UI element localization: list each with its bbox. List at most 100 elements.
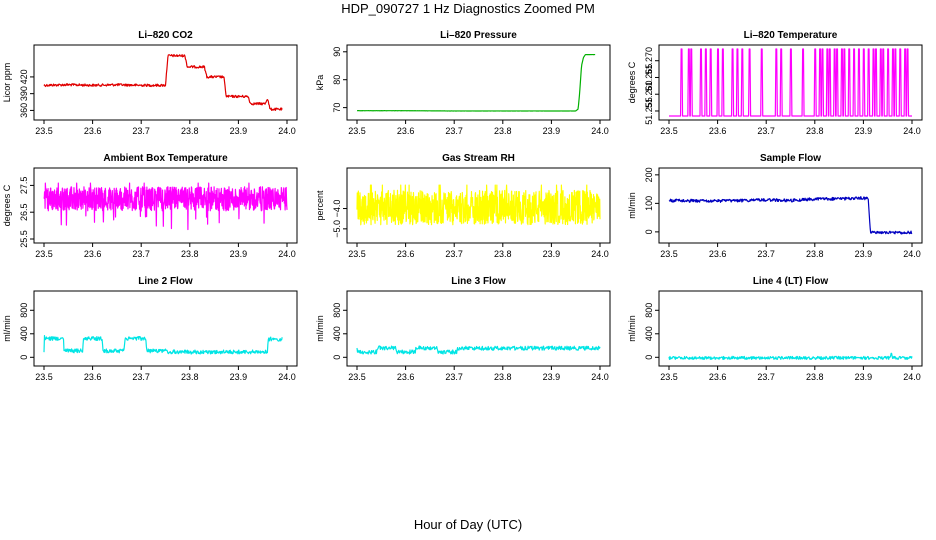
- x-tick-label: 23.7: [132, 249, 150, 259]
- panel-ambient_box_temp: Ambient Box Temperature degrees C 23.5 23.6…: [2, 153, 298, 259]
- x-tick-label: 23.5: [348, 249, 366, 259]
- y-tick-label: 800: [332, 303, 342, 318]
- x-tick-label: 24.0: [278, 126, 296, 136]
- y-tick-label: 51.270: [644, 47, 654, 75]
- x-tick-label: 23.9: [230, 372, 248, 382]
- series-line: [43, 54, 283, 111]
- x-tick-label: 23.8: [806, 126, 824, 136]
- y-axis-label: ml/min: [2, 315, 12, 342]
- x-tick-label: 23.8: [181, 249, 199, 259]
- y-axis-label: degrees C: [2, 184, 12, 226]
- x-tick-label: 23.6: [397, 249, 415, 259]
- x-tick-label: 23.9: [543, 126, 561, 136]
- panel-sample_flow: Sample Flow ml/min 23.5 23.6 23.7 23.8 23.9 24.…: [627, 153, 923, 259]
- x-tick-label: 23.5: [348, 126, 366, 136]
- plot-frame: [658, 167, 923, 244]
- series-line: [356, 184, 601, 226]
- x-tick-label: 23.7: [445, 126, 463, 136]
- y-axis-label: Licor ppm: [2, 63, 12, 103]
- y-tick-label: 51.260: [644, 80, 654, 108]
- y-tick-label: 0: [332, 355, 342, 360]
- x-tick-label: 23.8: [806, 249, 824, 259]
- x-tick-label: 23.7: [757, 372, 775, 382]
- y-tick-label: 25.5: [19, 230, 29, 248]
- series-line: [668, 352, 913, 360]
- plot-frame: [33, 290, 298, 367]
- x-tick-label: 23.6: [397, 372, 415, 382]
- panel-title: Line 2 Flow: [138, 276, 193, 287]
- y-tick-label: 100: [644, 196, 654, 211]
- x-tick-label: 24.0: [903, 372, 921, 382]
- x-tick-label: 23.5: [348, 372, 366, 382]
- x-tick-label: 23.8: [806, 372, 824, 382]
- y-tick-label: 400: [332, 326, 342, 341]
- x-tick-label: 23.7: [132, 126, 150, 136]
- x-tick-label: 23.5: [660, 249, 678, 259]
- plot-frame: [33, 167, 298, 244]
- x-tick-label: 23.9: [230, 126, 248, 136]
- x-tick-label: 23.6: [709, 126, 727, 136]
- plot-frame: [346, 44, 611, 121]
- x-tick-label: 23.6: [709, 249, 727, 259]
- y-axis-label: ml/min: [315, 315, 325, 342]
- plot-frame: [346, 290, 611, 367]
- x-tick-label: 23.5: [660, 126, 678, 136]
- x-tick-label: 23.6: [397, 126, 415, 136]
- x-tick-label: 23.8: [494, 126, 512, 136]
- y-tick-label: 400: [19, 326, 29, 341]
- x-tick-label: 23.9: [855, 249, 873, 259]
- y-tick-label: −4.0: [332, 200, 342, 218]
- y-tick-label: 200: [644, 167, 654, 182]
- y-axis-label: degrees C: [627, 61, 637, 103]
- series-line: [356, 53, 596, 112]
- y-tick-label: 0: [19, 355, 29, 360]
- main-title: HDP_090727 1 Hz Diagnostics Zoomed PM: [341, 1, 595, 16]
- y-tick-label: 0: [644, 355, 654, 360]
- y-axis-label: kPa: [315, 75, 325, 91]
- panel-gas_stream_rh: Gas Stream RH percent 23.5 23.6 23.7 23.8 23.9…: [315, 153, 611, 259]
- y-tick-label: 51.265: [644, 64, 654, 92]
- x-axis-title: Hour of Day (UTC): [413, 517, 523, 532]
- series-line: [43, 335, 283, 355]
- series-line: [43, 182, 288, 231]
- plot-frame: [346, 167, 611, 244]
- x-tick-label: 23.5: [35, 126, 53, 136]
- x-tick-label: 23.8: [181, 372, 199, 382]
- panel-title: Line 3 Flow: [451, 276, 506, 287]
- y-tick-label: 800: [19, 303, 29, 318]
- panel-line2_flow: Line 2 Flow ml/min 23.5 23.6 23.7 23.8 23.9 24.…: [2, 276, 298, 382]
- y-tick-label: 0: [644, 229, 654, 234]
- x-tick-label: 23.8: [494, 249, 512, 259]
- panel-co2: Li–820 CO2 Licor ppm 23.5 23.6 23.7 23.8 23.9 2…: [2, 30, 298, 136]
- y-axis-label: percent: [315, 190, 325, 221]
- panel-line4_flow: Line 4 (LT) Flow ml/min 23.5 23.6 23.7 23.8 23…: [627, 276, 923, 382]
- panel-title: Ambient Box Temperature: [103, 153, 228, 164]
- y-tick-label: 70: [332, 103, 342, 113]
- plot-frame: [33, 44, 298, 121]
- y-tick-label: 26.5: [19, 203, 29, 221]
- y-tick-label: 390: [19, 86, 29, 101]
- panel-title: Sample Flow: [760, 153, 821, 164]
- panel-title: Gas Stream RH: [442, 153, 515, 164]
- x-tick-label: 23.6: [84, 249, 102, 259]
- x-tick-label: 23.7: [132, 372, 150, 382]
- y-tick-label: 80: [332, 75, 342, 85]
- x-tick-label: 23.9: [855, 372, 873, 382]
- x-tick-label: 23.7: [445, 249, 463, 259]
- x-tick-label: 24.0: [278, 372, 296, 382]
- x-tick-label: 24.0: [278, 249, 296, 259]
- x-tick-label: 23.9: [543, 372, 561, 382]
- x-tick-label: 23.9: [230, 249, 248, 259]
- x-tick-label: 24.0: [903, 249, 921, 259]
- series-line: [356, 345, 601, 355]
- x-tick-label: 23.6: [84, 372, 102, 382]
- series-line: [668, 196, 913, 235]
- x-tick-label: 23.8: [181, 126, 199, 136]
- y-tick-label: 400: [644, 326, 654, 341]
- plot-frame: [658, 44, 923, 121]
- plot-frame: [658, 290, 923, 367]
- x-tick-label: 23.7: [445, 372, 463, 382]
- x-tick-label: 23.6: [84, 126, 102, 136]
- y-axis-label: ml/min: [627, 315, 637, 342]
